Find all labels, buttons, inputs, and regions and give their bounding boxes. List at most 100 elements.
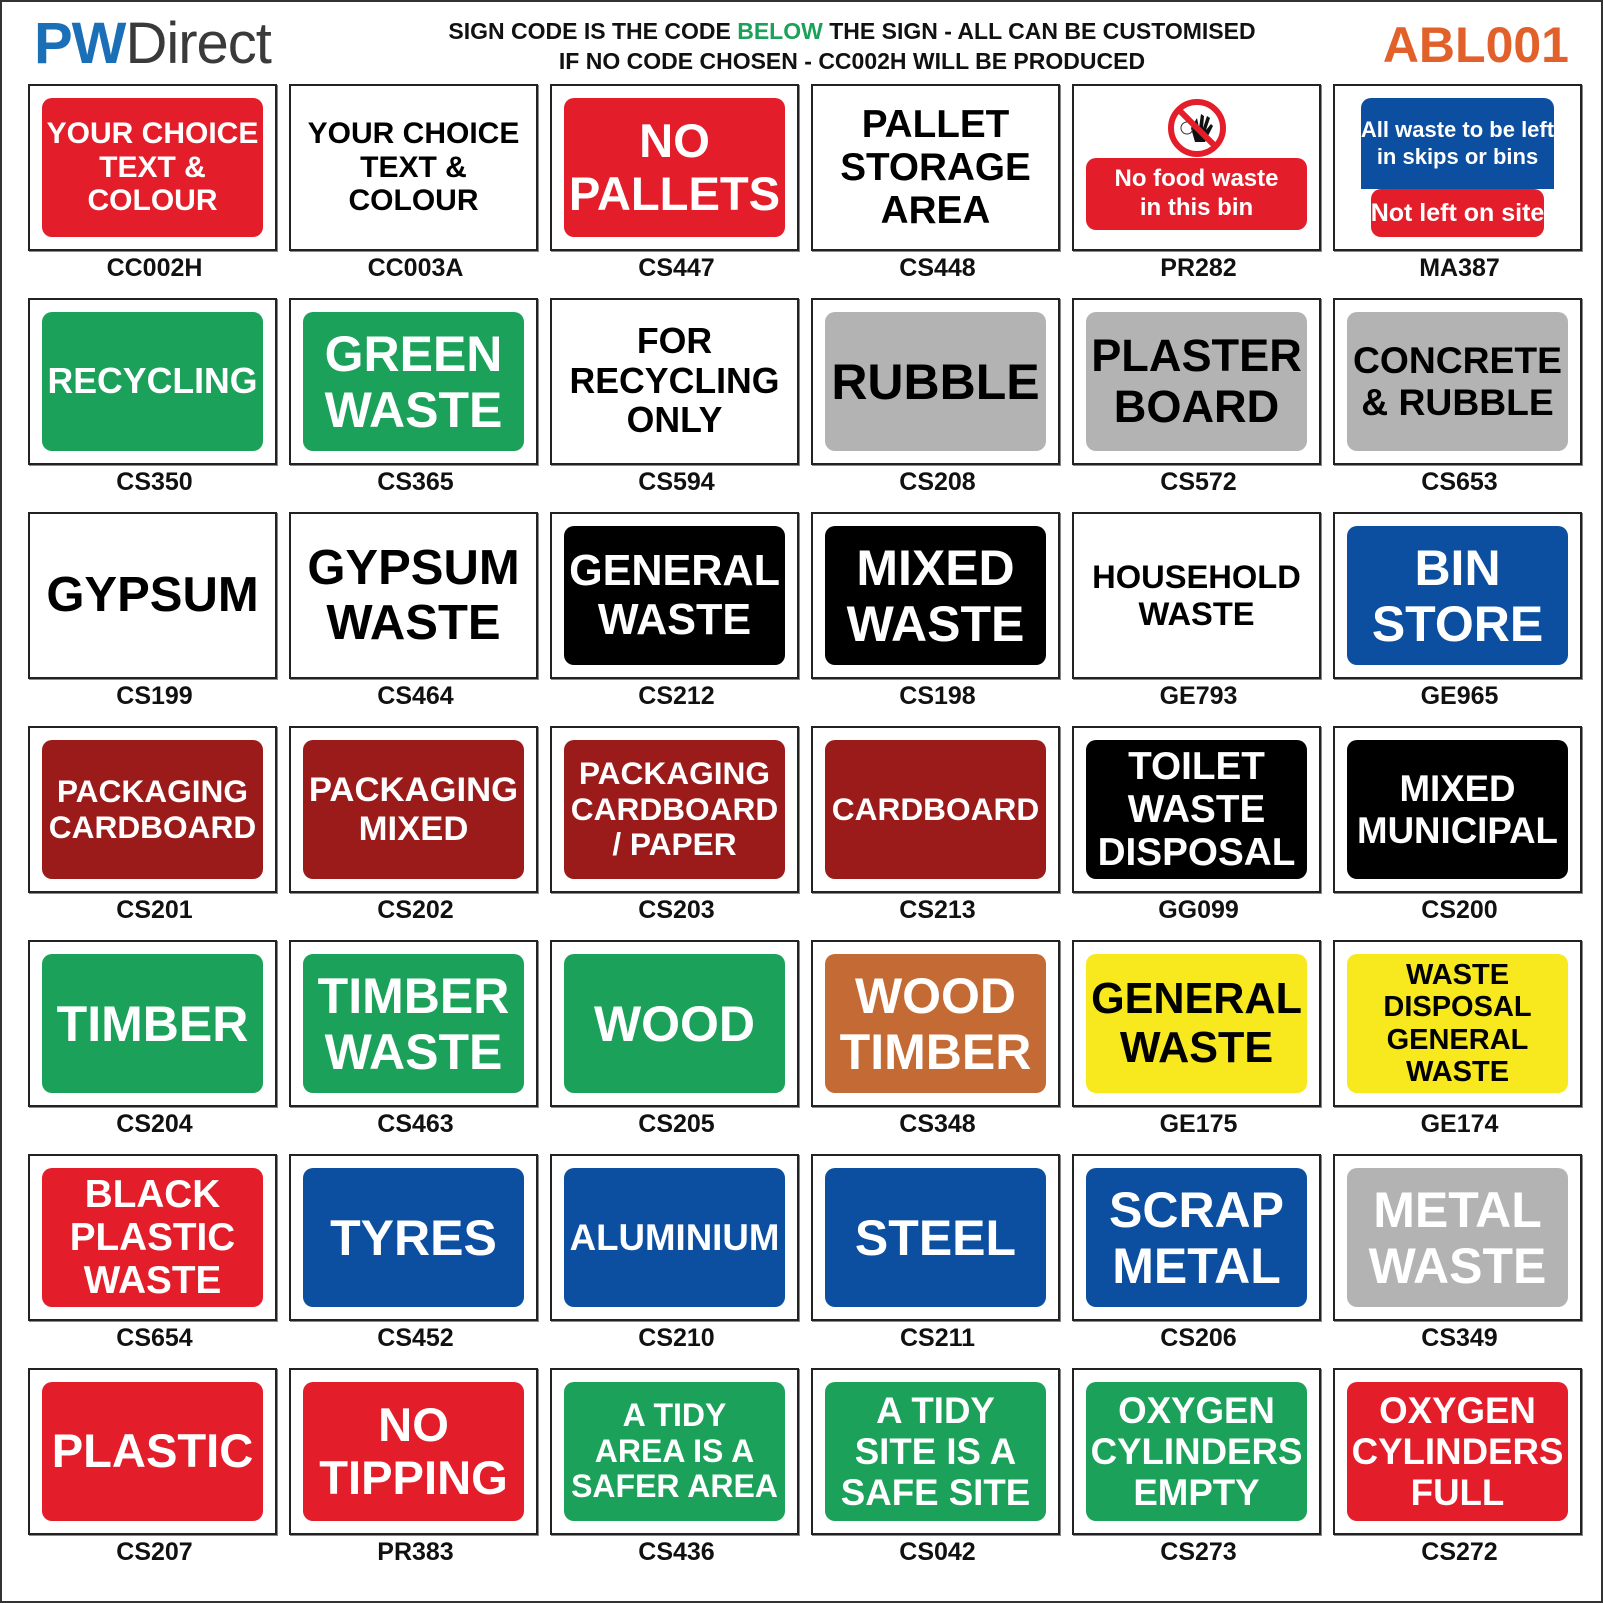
sign-code: CS365 (377, 468, 454, 496)
sign-option[interactable]: MIXED WASTE CS198 (807, 510, 1068, 724)
sign-option[interactable]: OXYGEN CYLINDERS EMPTY CS273 (1068, 1366, 1329, 1580)
sign-card[interactable]: NO TIPPING (289, 1368, 538, 1535)
sign-card[interactable]: WOOD (550, 940, 799, 1107)
sign-option[interactable]: CONCRETE & RUBBLE CS653 (1329, 296, 1590, 510)
sign-option[interactable]: BIN STORE GE965 (1329, 510, 1590, 724)
sign-card[interactable]: PALLET STORAGE AREA (811, 84, 1060, 251)
sign-option[interactable]: CARDBOARD CS213 (807, 724, 1068, 938)
sign-text: RECYCLING (42, 312, 263, 451)
sign-card[interactable]: PACKAGING CARDBOARD (28, 726, 277, 893)
sign-card[interactable]: PACKAGING CARDBOARD / PAPER (550, 726, 799, 893)
sign-card[interactable]: BLACK PLASTIC WASTE (28, 1154, 277, 1321)
sign-card[interactable]: WOOD TIMBER (811, 940, 1060, 1107)
sign-option[interactable]: HOUSEHOLD WASTE GE793 (1068, 510, 1329, 724)
sign-text: YOUR CHOICE TEXT & COLOUR (303, 98, 524, 237)
sign-card[interactable]: A TIDY SITE IS A SAFE SITE (811, 1368, 1060, 1535)
sign-option[interactable]: SCRAP METAL CS206 (1068, 1152, 1329, 1366)
sign-option[interactable]: GENERAL WASTE CS212 (546, 510, 807, 724)
sign-option[interactable]: PLASTER BOARD CS572 (1068, 296, 1329, 510)
sign-card[interactable]: All waste to be left in skips or bins Not… (1333, 84, 1582, 251)
sign-card[interactable]: CONCRETE & RUBBLE (1333, 298, 1582, 465)
sign-code: CS042 (899, 1538, 976, 1566)
sign-card[interactable]: YOUR CHOICE TEXT & COLOUR (289, 84, 538, 251)
sign-option[interactable]: PACKAGING CARDBOARD / PAPER CS203 (546, 724, 807, 938)
sign-card[interactable]: GYPSUM WASTE (289, 512, 538, 679)
sign-option[interactable]: NO TIPPING PR383 (285, 1366, 546, 1580)
sign-card[interactable]: MIXED WASTE (811, 512, 1060, 679)
instruction-text: THE SIGN - ALL CAN BE CUSTOMISED (822, 18, 1256, 44)
sign-code: CS210 (638, 1324, 715, 1352)
sign-option[interactable]: GYPSUM CS199 (24, 510, 285, 724)
sign-code: PR282 (1160, 254, 1237, 282)
sign-card[interactable]: RECYCLING (28, 298, 277, 465)
sign-card[interactable]: A TIDY AREA IS A SAFER AREA (550, 1368, 799, 1535)
sign-card[interactable]: GREEN WASTE (289, 298, 538, 465)
sign-option[interactable]: YOUR CHOICE TEXT & COLOUR CC002H (24, 82, 285, 296)
sign-option[interactable]: METAL WASTE CS349 (1329, 1152, 1590, 1366)
sign-option[interactable]: TIMBER CS204 (24, 938, 285, 1152)
sign-option[interactable]: NO PALLETS CS447 (546, 82, 807, 296)
sign-option[interactable]: A TIDY AREA IS A SAFER AREA CS436 (546, 1366, 807, 1580)
sign-card[interactable]: WASTE DISPOSAL GENERAL WASTE (1333, 940, 1582, 1107)
sign-card[interactable]: PLASTIC (28, 1368, 277, 1535)
sign-option[interactable]: STEEL CS211 (807, 1152, 1068, 1366)
sign-option[interactable]: PACKAGING CARDBOARD CS201 (24, 724, 285, 938)
sign-option[interactable]: GYPSUM WASTE CS464 (285, 510, 546, 724)
sign-option[interactable]: WOOD TIMBER CS348 (807, 938, 1068, 1152)
sign-card[interactable]: PACKAGING MIXED (289, 726, 538, 893)
sign-option[interactable]: MIXED MUNICIPAL CS200 (1329, 724, 1590, 938)
sign-option[interactable]: TOILET WASTE DISPOSAL GG099 (1068, 724, 1329, 938)
sign-text: CONCRETE & RUBBLE (1347, 312, 1568, 451)
sign-option[interactable]: PALLET STORAGE AREA CS448 (807, 82, 1068, 296)
sign-card[interactable]: STEEL (811, 1154, 1060, 1321)
sign-option[interactable]: RUBBLE CS208 (807, 296, 1068, 510)
sign-option[interactable]: WASTE DISPOSAL GENERAL WASTE GE174 (1329, 938, 1590, 1152)
sign-option[interactable]: RECYCLING CS350 (24, 296, 285, 510)
sign-text: GYPSUM WASTE (303, 526, 524, 665)
sign-option[interactable]: GREEN WASTE CS365 (285, 296, 546, 510)
sign-text: GENERAL WASTE (1086, 954, 1307, 1093)
sign-card[interactable]: METAL WASTE (1333, 1154, 1582, 1321)
sign-card[interactable]: ALUMINIUM (550, 1154, 799, 1321)
sign-code: CS594 (638, 468, 715, 496)
sign-card[interactable]: HOUSEHOLD WASTE (1072, 512, 1321, 679)
sign-card[interactable]: GYPSUM (28, 512, 277, 679)
sign-card[interactable]: TOILET WASTE DISPOSAL (1072, 726, 1321, 893)
sign-card[interactable]: TIMBER WASTE (289, 940, 538, 1107)
sign-card[interactable]: GENERAL WASTE (1072, 940, 1321, 1107)
sign-card[interactable]: NO PALLETS (550, 84, 799, 251)
sign-option[interactable]: FOR RECYCLING ONLY CS594 (546, 296, 807, 510)
sign-card[interactable]: GENERAL WASTE (550, 512, 799, 679)
sign-card[interactable]: PLASTER BOARD (1072, 298, 1321, 465)
sign-option[interactable]: ALUMINIUM CS210 (546, 1152, 807, 1366)
sign-card[interactable]: CARDBOARD (811, 726, 1060, 893)
sign-option[interactable]: TYRES CS452 (285, 1152, 546, 1366)
sign-text: RUBBLE (825, 312, 1046, 451)
sign-option[interactable]: YOUR CHOICE TEXT & COLOUR CC003A (285, 82, 546, 296)
sign-card[interactable]: TIMBER (28, 940, 277, 1107)
sign-card[interactable]: MIXED MUNICIPAL (1333, 726, 1582, 893)
sign-card[interactable]: BIN STORE (1333, 512, 1582, 679)
sign-code: CS201 (116, 896, 193, 924)
sign-option[interactable]: OXYGEN CYLINDERS FULL CS272 (1329, 1366, 1590, 1580)
sign-option[interactable]: No food waste in this bin PR282 (1068, 82, 1329, 296)
sign-card[interactable]: FOR RECYCLING ONLY (550, 298, 799, 465)
sign-option[interactable]: PACKAGING MIXED CS202 (285, 724, 546, 938)
sign-card[interactable]: OXYGEN CYLINDERS EMPTY (1072, 1368, 1321, 1535)
sign-text: TYRES (303, 1168, 524, 1307)
sign-card[interactable]: No food waste in this bin (1072, 84, 1321, 251)
sign-option[interactable]: BLACK PLASTIC WASTE CS654 (24, 1152, 285, 1366)
sign-card[interactable]: RUBBLE (811, 298, 1060, 465)
sign-card[interactable]: TYRES (289, 1154, 538, 1321)
sign-option[interactable]: TIMBER WASTE CS463 (285, 938, 546, 1152)
header: PWDirect SIGN CODE IS THE CODE BELOW THE… (2, 2, 1603, 84)
sign-option[interactable]: WOOD CS205 (546, 938, 807, 1152)
sign-card[interactable]: YOUR CHOICE TEXT & COLOUR (28, 84, 277, 251)
sign-card[interactable]: OXYGEN CYLINDERS FULL (1333, 1368, 1582, 1535)
sign-option[interactable]: PLASTIC CS207 (24, 1366, 285, 1580)
sign-option[interactable]: All waste to be left in skips or bins Not… (1329, 82, 1590, 296)
sign-option[interactable]: A TIDY SITE IS A SAFE SITE CS042 (807, 1366, 1068, 1580)
sign-card[interactable]: SCRAP METAL (1072, 1154, 1321, 1321)
sign-option[interactable]: GENERAL WASTE GE175 (1068, 938, 1329, 1152)
sign-text: NO PALLETS (564, 98, 785, 237)
